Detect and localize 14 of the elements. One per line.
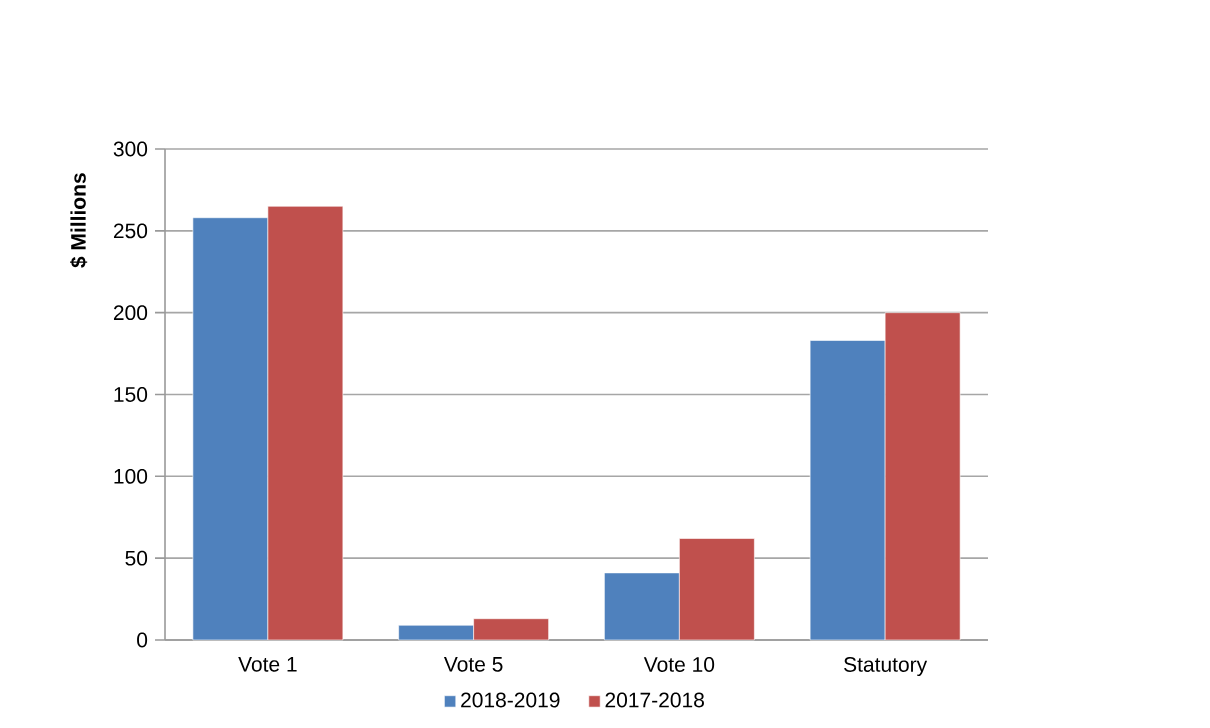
- legend-label: 2018-2019: [461, 692, 560, 708]
- y-tick-label: 300: [113, 141, 148, 157]
- y-tick-label: 0: [137, 632, 148, 648]
- x-tick-label: Vote 1: [238, 657, 297, 672]
- x-tick-label: Statutory: [844, 657, 928, 677]
- y-tick-label: 250: [113, 223, 148, 239]
- y-tick-label: 100: [114, 468, 148, 484]
- x-tick-label: Vote 10: [643, 657, 715, 672]
- y-tick-label: 200: [113, 305, 148, 321]
- y-axis-title: $ Millions: [70, 173, 88, 268]
- x-tick-label: Vote 5: [443, 657, 503, 672]
- legend-label: 2017-2018: [605, 692, 704, 708]
- y-tick-label: 150: [114, 387, 148, 402]
- y-tick-label: 50: [125, 550, 148, 566]
